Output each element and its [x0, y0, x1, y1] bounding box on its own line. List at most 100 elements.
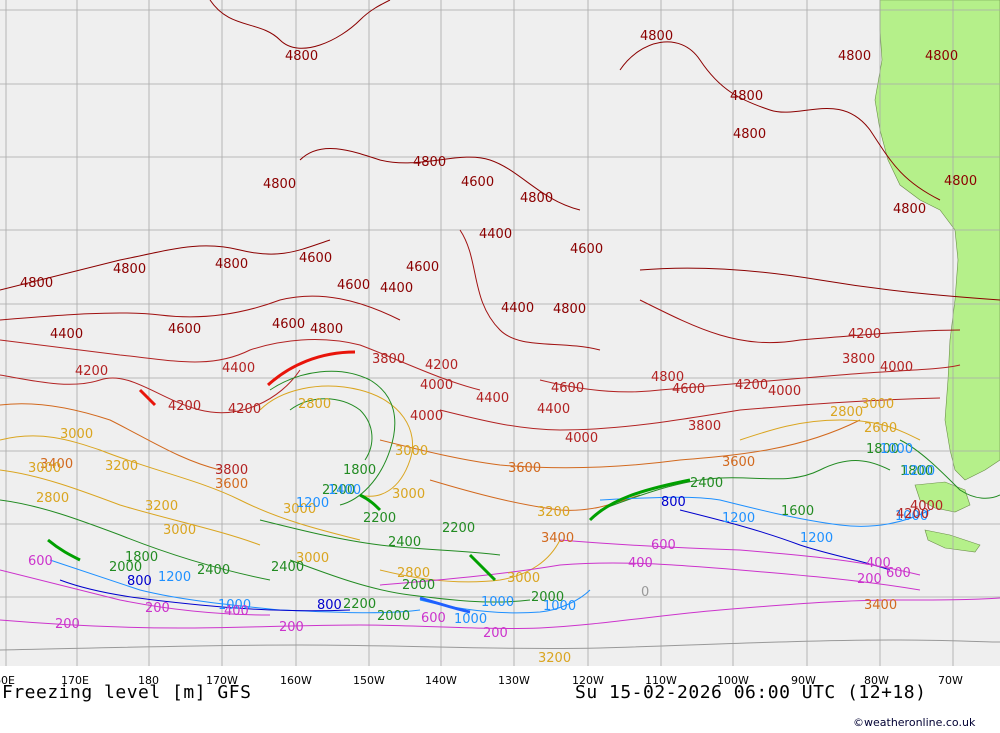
contour-label: 1200: [800, 531, 833, 546]
contour-label: 1800: [343, 463, 376, 478]
lon-label: 100W: [717, 674, 749, 687]
contour-label: 2800: [298, 397, 331, 412]
contour-label: 4800: [520, 191, 553, 206]
lon-label: 170E: [61, 674, 89, 687]
contour-label: 4000: [910, 499, 943, 514]
lon-label: 110W: [645, 674, 677, 687]
contour-label: 400: [628, 556, 653, 571]
contour-label: 600: [886, 566, 911, 581]
contour-label: 1200: [158, 570, 191, 585]
contour-label: 2800: [36, 491, 69, 506]
contour-label: 3800: [842, 352, 875, 367]
contour-label: 3000: [163, 523, 196, 538]
contour-label: 2400: [690, 476, 723, 491]
contour-label: 200: [279, 620, 304, 635]
contour-label: 4000: [768, 384, 801, 399]
contour-label: 1200: [296, 496, 329, 511]
contour-label: 4800: [285, 49, 318, 64]
contour-label: 1800: [866, 442, 899, 457]
contour-label: 4800: [20, 276, 53, 291]
contour-label: 4200: [896, 507, 929, 522]
contour-label: 200: [857, 572, 882, 587]
lon-label: 150W: [353, 674, 385, 687]
credit-link[interactable]: ©weatheronline.co.uk: [853, 716, 976, 729]
contour-label: 4600: [551, 381, 584, 396]
contour-label: 1000: [218, 598, 251, 613]
contour-label: 3600: [508, 461, 541, 476]
contour-label: 4600: [168, 322, 201, 337]
contour-label: 2000: [531, 590, 564, 605]
contour-label: 800: [661, 495, 686, 510]
contour-label: 3200: [145, 499, 178, 514]
lon-label: 130W: [498, 674, 530, 687]
contour-label: 3000: [60, 427, 93, 442]
contour-label: 2000: [377, 609, 410, 624]
contour-label: 4600: [672, 382, 705, 397]
contour-label-layer: 4800 4800 4800 4800 4800 4800 4800 4800 …: [20, 29, 977, 666]
contour-label: 4200: [75, 364, 108, 379]
graticule: [0, 0, 1000, 666]
contour-label: 2400: [271, 560, 304, 575]
contour-label: 200: [145, 601, 170, 616]
contour-label: 1200: [722, 511, 755, 526]
contour-label: 2800: [397, 566, 430, 581]
contour-label: 4000: [880, 360, 913, 375]
contour-label: 1000: [895, 509, 928, 524]
contour-label: 4800: [651, 370, 684, 385]
contour-label: 2200: [343, 597, 376, 612]
lon-label: 140W: [425, 674, 457, 687]
contour-label: 3800: [372, 352, 405, 367]
lon-label: 160W: [280, 674, 312, 687]
contour-label: 4200: [735, 378, 768, 393]
contour-label: 800: [317, 598, 342, 613]
lon-label: 60E: [0, 674, 15, 687]
longitude-labels: 60E 170E 180 170W 160W 150W 140W 130W 12…: [0, 674, 963, 687]
lon-label: 70W: [938, 674, 963, 687]
contour-label: 600: [651, 538, 676, 553]
contour-label: 4000: [410, 409, 443, 424]
contour-label: 4800: [925, 49, 958, 64]
map-title: Freezing level [m] GFS: [2, 682, 251, 703]
contour-label: 4800: [310, 322, 343, 337]
contour-label: 3800: [688, 419, 721, 434]
contour-label: 1200: [902, 464, 935, 479]
contour-label: 4000: [420, 378, 453, 393]
contour-label: 2200: [363, 511, 396, 526]
contour-label: 4400: [380, 281, 413, 296]
contour-label: 2800: [830, 405, 863, 420]
footer-background: [0, 666, 1000, 733]
contour-label: 3000: [395, 444, 428, 459]
contour-label: 2200: [322, 483, 355, 498]
contour-label: 4600: [337, 278, 370, 293]
contour-label: 3400: [864, 598, 897, 613]
contour-label: 4800: [640, 29, 673, 44]
contour-label: 4800: [733, 127, 766, 142]
contour-label: 3600: [215, 477, 248, 492]
contour-label: 3200: [537, 505, 570, 520]
contour-label: 4600: [406, 260, 439, 275]
contour-label: 3600: [722, 455, 755, 470]
contour-label: 2600: [864, 421, 897, 436]
contour-label: 400: [224, 604, 249, 619]
contour-label: 4000: [565, 431, 598, 446]
contour-label: 1800: [900, 464, 933, 479]
contour-label: 200: [483, 626, 508, 641]
contour-label: 4800: [413, 155, 446, 170]
contour-label: 3400: [40, 457, 73, 472]
contour-label: 400: [866, 556, 891, 571]
contour-label: 2000: [109, 560, 142, 575]
contour-label: 3000: [861, 397, 894, 412]
lon-label: 180: [138, 674, 159, 687]
contour-label: 1400: [328, 483, 361, 498]
lon-label: 90W: [791, 674, 816, 687]
contour-label: 4200: [228, 402, 261, 417]
contour-label: 4800: [730, 89, 763, 104]
contour-label: 4800: [553, 302, 586, 317]
contour-label: 4600: [570, 242, 603, 257]
contour-label: 4400: [222, 361, 255, 376]
contour-label: 200: [55, 617, 80, 632]
contour-label: 3000: [392, 487, 425, 502]
contour-label: 1600: [781, 504, 814, 519]
contour-label: 800: [127, 574, 152, 589]
